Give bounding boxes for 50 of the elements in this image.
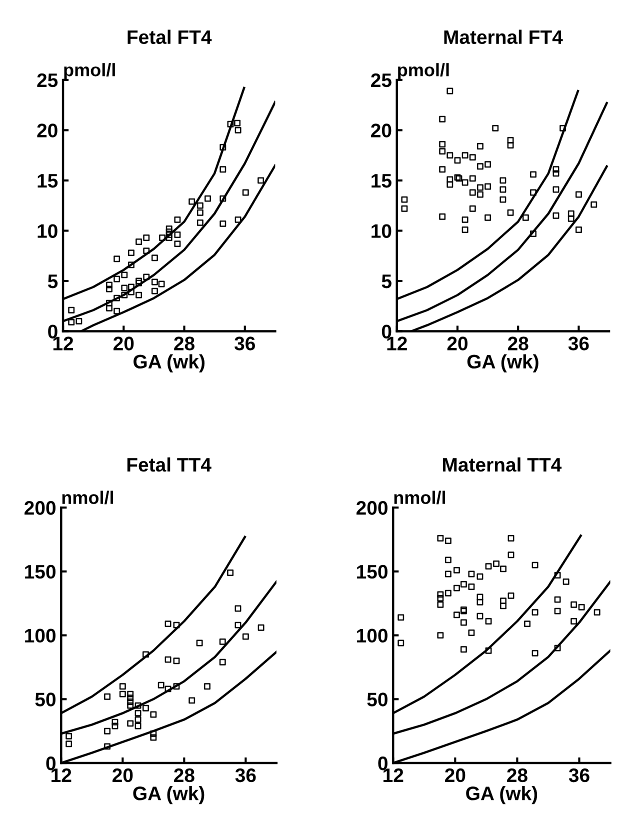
x-tick-label: 20 bbox=[112, 768, 133, 782]
x-axis-title: GA (wk) bbox=[466, 786, 538, 804]
x-tick-label: 12 bbox=[387, 336, 407, 350]
y-tick-label: 0 bbox=[378, 756, 388, 770]
chart-title: Fetal TT4 bbox=[127, 457, 212, 472]
y-tick-label: 0 bbox=[382, 324, 392, 338]
x-axis-title: GA (wk) bbox=[134, 354, 205, 372]
y-tick-label: 25 bbox=[371, 73, 392, 88]
x-tick-label: 20 bbox=[447, 336, 468, 350]
x-tick-label: 28 bbox=[174, 768, 194, 782]
y-tick-label: 5 bbox=[48, 274, 58, 288]
y-tick-label: 25 bbox=[37, 73, 58, 88]
y-tick-label: 0 bbox=[48, 324, 58, 338]
x-axis-title: GA (wk) bbox=[133, 786, 204, 804]
y-tick-label: 50 bbox=[367, 692, 388, 706]
y-tick-label: 5 bbox=[382, 274, 392, 288]
y-axis-title: pmol/l bbox=[64, 63, 115, 80]
chart-title: Maternal TT4 bbox=[443, 457, 562, 472]
y-tick-label: 50 bbox=[35, 692, 56, 706]
x-tick-label: 12 bbox=[384, 768, 404, 782]
y-tick-label: 15 bbox=[372, 174, 392, 188]
x-tick-label: 36 bbox=[234, 336, 255, 350]
x-tick-label: 28 bbox=[174, 336, 194, 350]
y-tick-label: 100 bbox=[25, 628, 56, 643]
x-tick-label: 36 bbox=[235, 768, 256, 782]
y-tick-label: 100 bbox=[357, 628, 388, 643]
x-tick-label: 12 bbox=[52, 768, 72, 782]
x-tick-label: 28 bbox=[507, 768, 528, 782]
x-tick-label: 20 bbox=[445, 768, 466, 782]
y-axis-title: nmol/l bbox=[394, 490, 446, 504]
x-tick-label: 12 bbox=[53, 336, 74, 350]
x-tick-label: 36 bbox=[568, 768, 590, 782]
x-tick-label: 28 bbox=[508, 336, 528, 350]
y-tick-label: 200 bbox=[356, 501, 388, 515]
y-tick-label: 0 bbox=[46, 756, 56, 770]
y-tick-label: 150 bbox=[25, 564, 56, 579]
x-tick-label: 20 bbox=[114, 336, 134, 350]
x-axis-title: GA (wk) bbox=[467, 354, 538, 372]
chart-title: Fetal FT4 bbox=[128, 30, 212, 44]
y-tick-label: 200 bbox=[24, 501, 56, 515]
y-tick-label: 10 bbox=[372, 224, 392, 238]
x-tick-label: 36 bbox=[568, 336, 589, 350]
y-axis-title: nmol/l bbox=[62, 490, 114, 504]
y-tick-label: 15 bbox=[38, 174, 58, 188]
y-tick-label: 10 bbox=[38, 224, 58, 238]
y-tick-label: 20 bbox=[37, 124, 58, 138]
y-tick-label: 20 bbox=[371, 124, 392, 138]
y-axis-title: pmol/l bbox=[398, 63, 449, 80]
chart-title: Maternal FT4 bbox=[444, 30, 563, 44]
y-tick-label: 150 bbox=[357, 564, 388, 579]
